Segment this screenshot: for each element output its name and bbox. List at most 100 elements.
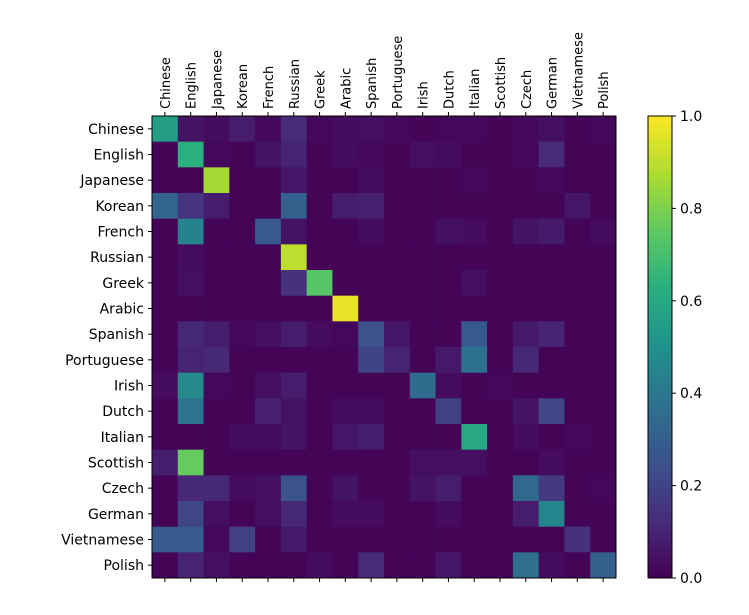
heatmap-cell xyxy=(538,475,565,502)
heatmap-cell xyxy=(590,244,617,271)
heatmap-cell xyxy=(564,552,591,579)
heatmap-cell xyxy=(487,141,514,168)
heatmap-cell xyxy=(384,475,411,502)
heatmap-cell xyxy=(409,193,436,220)
y-tick-label: Spanish xyxy=(89,327,144,343)
heatmap-cell xyxy=(255,424,282,451)
heatmap-cell xyxy=(358,116,385,143)
heatmap-cell xyxy=(564,501,591,528)
heatmap-cell xyxy=(564,526,591,553)
heatmap-cell xyxy=(461,526,488,553)
heatmap-cell xyxy=(461,347,488,374)
heatmap-cell xyxy=(177,347,204,374)
x-tick-label: Korean xyxy=(236,64,251,109)
x-tick-label: Greek xyxy=(314,70,329,109)
heatmap-cell xyxy=(152,193,179,220)
heatmap-cell xyxy=(538,295,565,322)
heatmap-cell xyxy=(280,347,308,374)
heatmap-cell xyxy=(203,244,230,271)
heatmap-cell xyxy=(564,116,591,143)
heatmap-cell xyxy=(590,218,617,245)
heatmap-cell xyxy=(435,295,462,322)
heatmap-cell xyxy=(512,321,540,348)
heatmap-cell xyxy=(564,424,591,451)
heatmap-cell xyxy=(255,526,282,553)
heatmap-cell xyxy=(280,501,308,528)
heatmap-cell xyxy=(512,244,540,271)
heatmap-cell xyxy=(255,552,282,579)
heatmap-cell xyxy=(538,218,565,245)
heatmap-cell xyxy=(487,372,514,399)
heatmap-cell xyxy=(358,218,385,245)
heatmap-cell xyxy=(280,424,308,451)
y-tick-label: Chinese xyxy=(88,122,144,138)
heatmap-cell xyxy=(384,526,411,553)
heatmap-cell xyxy=(564,475,591,502)
heatmap-cell xyxy=(203,526,230,553)
heatmap-cell xyxy=(512,501,540,528)
heatmap-cell xyxy=(152,475,179,502)
heatmap-cell xyxy=(306,449,333,476)
heatmap-cell xyxy=(229,167,256,194)
heatmap-cell xyxy=(358,449,385,476)
heatmap-cell xyxy=(512,141,540,168)
heatmap-cell xyxy=(461,244,488,271)
heatmap-cell xyxy=(435,218,462,245)
heatmap-cell xyxy=(409,347,436,374)
heatmap-cell xyxy=(538,167,565,194)
heatmap-cell xyxy=(461,116,488,143)
heatmap-cell xyxy=(409,295,436,322)
heatmap-cell xyxy=(384,218,411,245)
heatmap-cell xyxy=(332,424,359,451)
heatmap-cell xyxy=(538,424,565,451)
heatmap-cell xyxy=(280,321,308,348)
heatmap-cell xyxy=(306,218,333,245)
heatmap-cell xyxy=(435,424,462,451)
heatmap-cell xyxy=(564,270,591,297)
heatmap-cell xyxy=(538,372,565,399)
heatmap-cell xyxy=(358,347,385,374)
heatmap-cell xyxy=(203,449,230,476)
heatmap-cell xyxy=(306,295,333,322)
heatmap-cell xyxy=(409,218,436,245)
heatmap-cell xyxy=(564,193,591,220)
heatmap-cell xyxy=(177,475,204,502)
heatmap-cell xyxy=(409,501,436,528)
heatmap-cell xyxy=(177,167,204,194)
heatmap-cell xyxy=(409,321,436,348)
heatmap-cell xyxy=(229,398,256,425)
heatmap-cell xyxy=(564,398,591,425)
heatmap-cell xyxy=(152,295,179,322)
heatmap-cell xyxy=(152,167,179,194)
heatmap-cell xyxy=(358,552,385,579)
heatmap-cell xyxy=(487,270,514,297)
heatmap-cell xyxy=(358,526,385,553)
heatmap-cell xyxy=(280,552,308,579)
heatmap-cell xyxy=(203,321,230,348)
heatmap-cell xyxy=(255,244,282,271)
heatmap-cell xyxy=(384,372,411,399)
y-tick-label: French xyxy=(97,225,144,241)
heatmap-cell xyxy=(590,193,617,220)
heatmap-cell xyxy=(229,244,256,271)
heatmap-cell xyxy=(358,295,385,322)
heatmap-cell xyxy=(332,398,359,425)
heatmap-cell xyxy=(203,167,230,194)
heatmap-cell xyxy=(332,295,359,322)
heatmap-cell xyxy=(538,347,565,374)
heatmap-cell xyxy=(461,398,488,425)
heatmap-cell xyxy=(590,398,617,425)
x-tick-label: Russian xyxy=(288,59,303,109)
heatmap-cell xyxy=(590,475,617,502)
heatmap-cell xyxy=(306,424,333,451)
heatmap-cell xyxy=(564,347,591,374)
heatmap-cell xyxy=(435,193,462,220)
heatmap-cell xyxy=(203,218,230,245)
heatmap-cell xyxy=(409,167,436,194)
y-tick-label: Czech xyxy=(102,481,144,497)
heatmap-cell xyxy=(590,347,617,374)
heatmap-cell xyxy=(512,475,540,502)
heatmap-cell xyxy=(255,372,282,399)
heatmap-cell xyxy=(512,295,540,322)
heatmap-cell xyxy=(409,424,436,451)
